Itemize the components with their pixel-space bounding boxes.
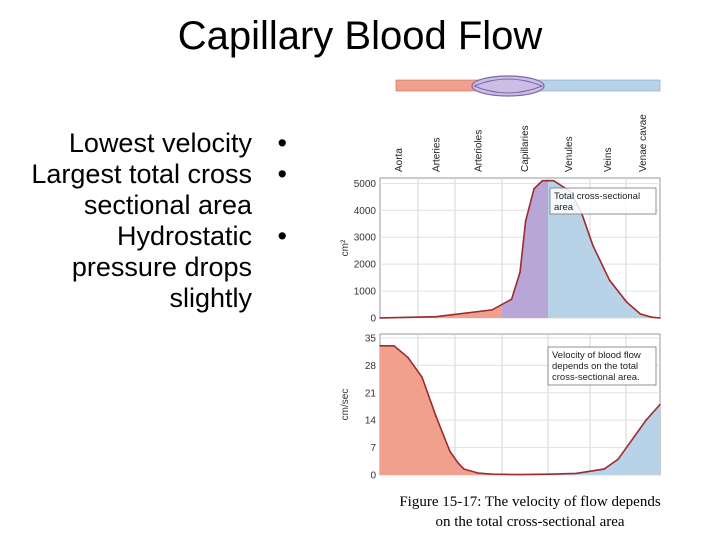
vessel-label-3: Arterioles (474, 130, 485, 172)
vessel-label-7: Venae cavae (638, 114, 649, 172)
data-point (524, 220, 527, 222)
bullet-text: Lowest velocity (68, 128, 252, 158)
bullet-text: Largest total cross sectional area (31, 159, 252, 220)
data-point (639, 313, 642, 315)
blood-flow-figure: Aorta Arteries Arterioles Capillaries Venule… (340, 75, 661, 482)
data-point (650, 316, 653, 318)
bullet-dot: • (277, 221, 287, 251)
annotation-text: Total cross-sectional (554, 191, 640, 202)
data-curve (380, 345, 661, 476)
data-point (421, 376, 423, 378)
data-point (379, 317, 381, 319)
bullet-text: Hydrostatic pressure drops slightly (71, 221, 252, 313)
data-point (457, 462, 460, 465)
data-point (659, 403, 661, 406)
vessel-label-6: Veins (603, 148, 614, 172)
data-point (547, 473, 549, 476)
vessel-label-2: Arteries (432, 138, 443, 172)
bullet-dot: • (277, 128, 287, 158)
data-point (533, 187, 535, 190)
data-point (552, 179, 555, 182)
y-tick-label: 3000 (354, 233, 377, 244)
data-point (625, 301, 628, 303)
data-point (575, 472, 577, 475)
data-point (491, 309, 493, 311)
data-point (449, 450, 451, 453)
data-point (463, 468, 465, 470)
vein-segment (535, 79, 661, 92)
y-tick-label: 35 (365, 333, 377, 344)
annotation-frame (547, 346, 657, 386)
annotation-text: area (554, 202, 574, 213)
data-point (519, 473, 521, 476)
y-tick-label: 4000 (354, 206, 377, 217)
y-axis-label: cm/sec (340, 389, 351, 421)
y-axis-label: cm² (340, 239, 351, 256)
data-point (510, 298, 513, 300)
data-point (603, 468, 605, 470)
y-tick-label: 28 (365, 361, 377, 372)
annotation-frame (549, 187, 657, 215)
bullet-item: Hydrostatic pressure drops slightly • (10, 221, 295, 314)
y-tick-label: 1000 (354, 287, 377, 298)
data-point (407, 356, 409, 359)
y-tick-label: 5000 (354, 179, 377, 190)
data-point (617, 458, 619, 461)
bullet-dot: • (277, 159, 287, 189)
vessel-label-5: Venules (564, 136, 575, 172)
vessel-illustration (395, 75, 661, 97)
bullet-list: Lowest velocity • Largest total cross se… (10, 128, 295, 314)
data-point (491, 473, 493, 476)
velocity-chart: 0 7 14 21 28 35 cm/sec Velocity of blood flowde… (340, 333, 661, 482)
data-point (608, 279, 611, 282)
y-tick-label: 0 (370, 471, 376, 482)
annotation-text: cross-sectional area. (552, 372, 640, 383)
data-point (631, 438, 633, 441)
data-point (477, 472, 479, 474)
page-title: Capillary Blood Flow (177, 14, 543, 58)
caption-line: on the total cross-sectional area (435, 514, 625, 530)
vessel-label-1: Aorta (394, 148, 405, 172)
data-point (435, 415, 437, 418)
data-point (541, 179, 544, 182)
bullet-item: Largest total cross sectional area • (10, 159, 295, 221)
data-point (435, 315, 437, 318)
y-tick-label: 2000 (354, 260, 377, 271)
data-point (519, 271, 521, 274)
vessel-labels: Aorta Arteries Arterioles Capillaries Venule… (394, 114, 649, 172)
bullet-item: Lowest velocity • (10, 128, 295, 159)
data-point (379, 344, 381, 347)
vessel-label-4: Capillaries (520, 125, 531, 172)
y-tick-label: 21 (365, 388, 377, 399)
caption-line: Figure 15-17: The velocity of flow depen… (399, 494, 661, 510)
annotation-text: depends on the total (552, 361, 638, 372)
capillary-vessels (473, 78, 544, 94)
annotation-text: Velocity of blood flow (552, 350, 641, 361)
data-point (645, 419, 647, 421)
data-point (592, 244, 594, 247)
data-point (393, 344, 395, 347)
data-point (659, 317, 661, 319)
figure-caption: Figure 15-17: The velocity of flow depen… (340, 492, 720, 532)
cross-section-chart: 0 1000 2000 3000 4000 5000 cm² Total cross-sect… (340, 177, 661, 325)
y-tick-label: 7 (370, 443, 376, 454)
y-tick-label: 14 (365, 416, 377, 427)
y-tick-label: 0 (370, 314, 376, 325)
